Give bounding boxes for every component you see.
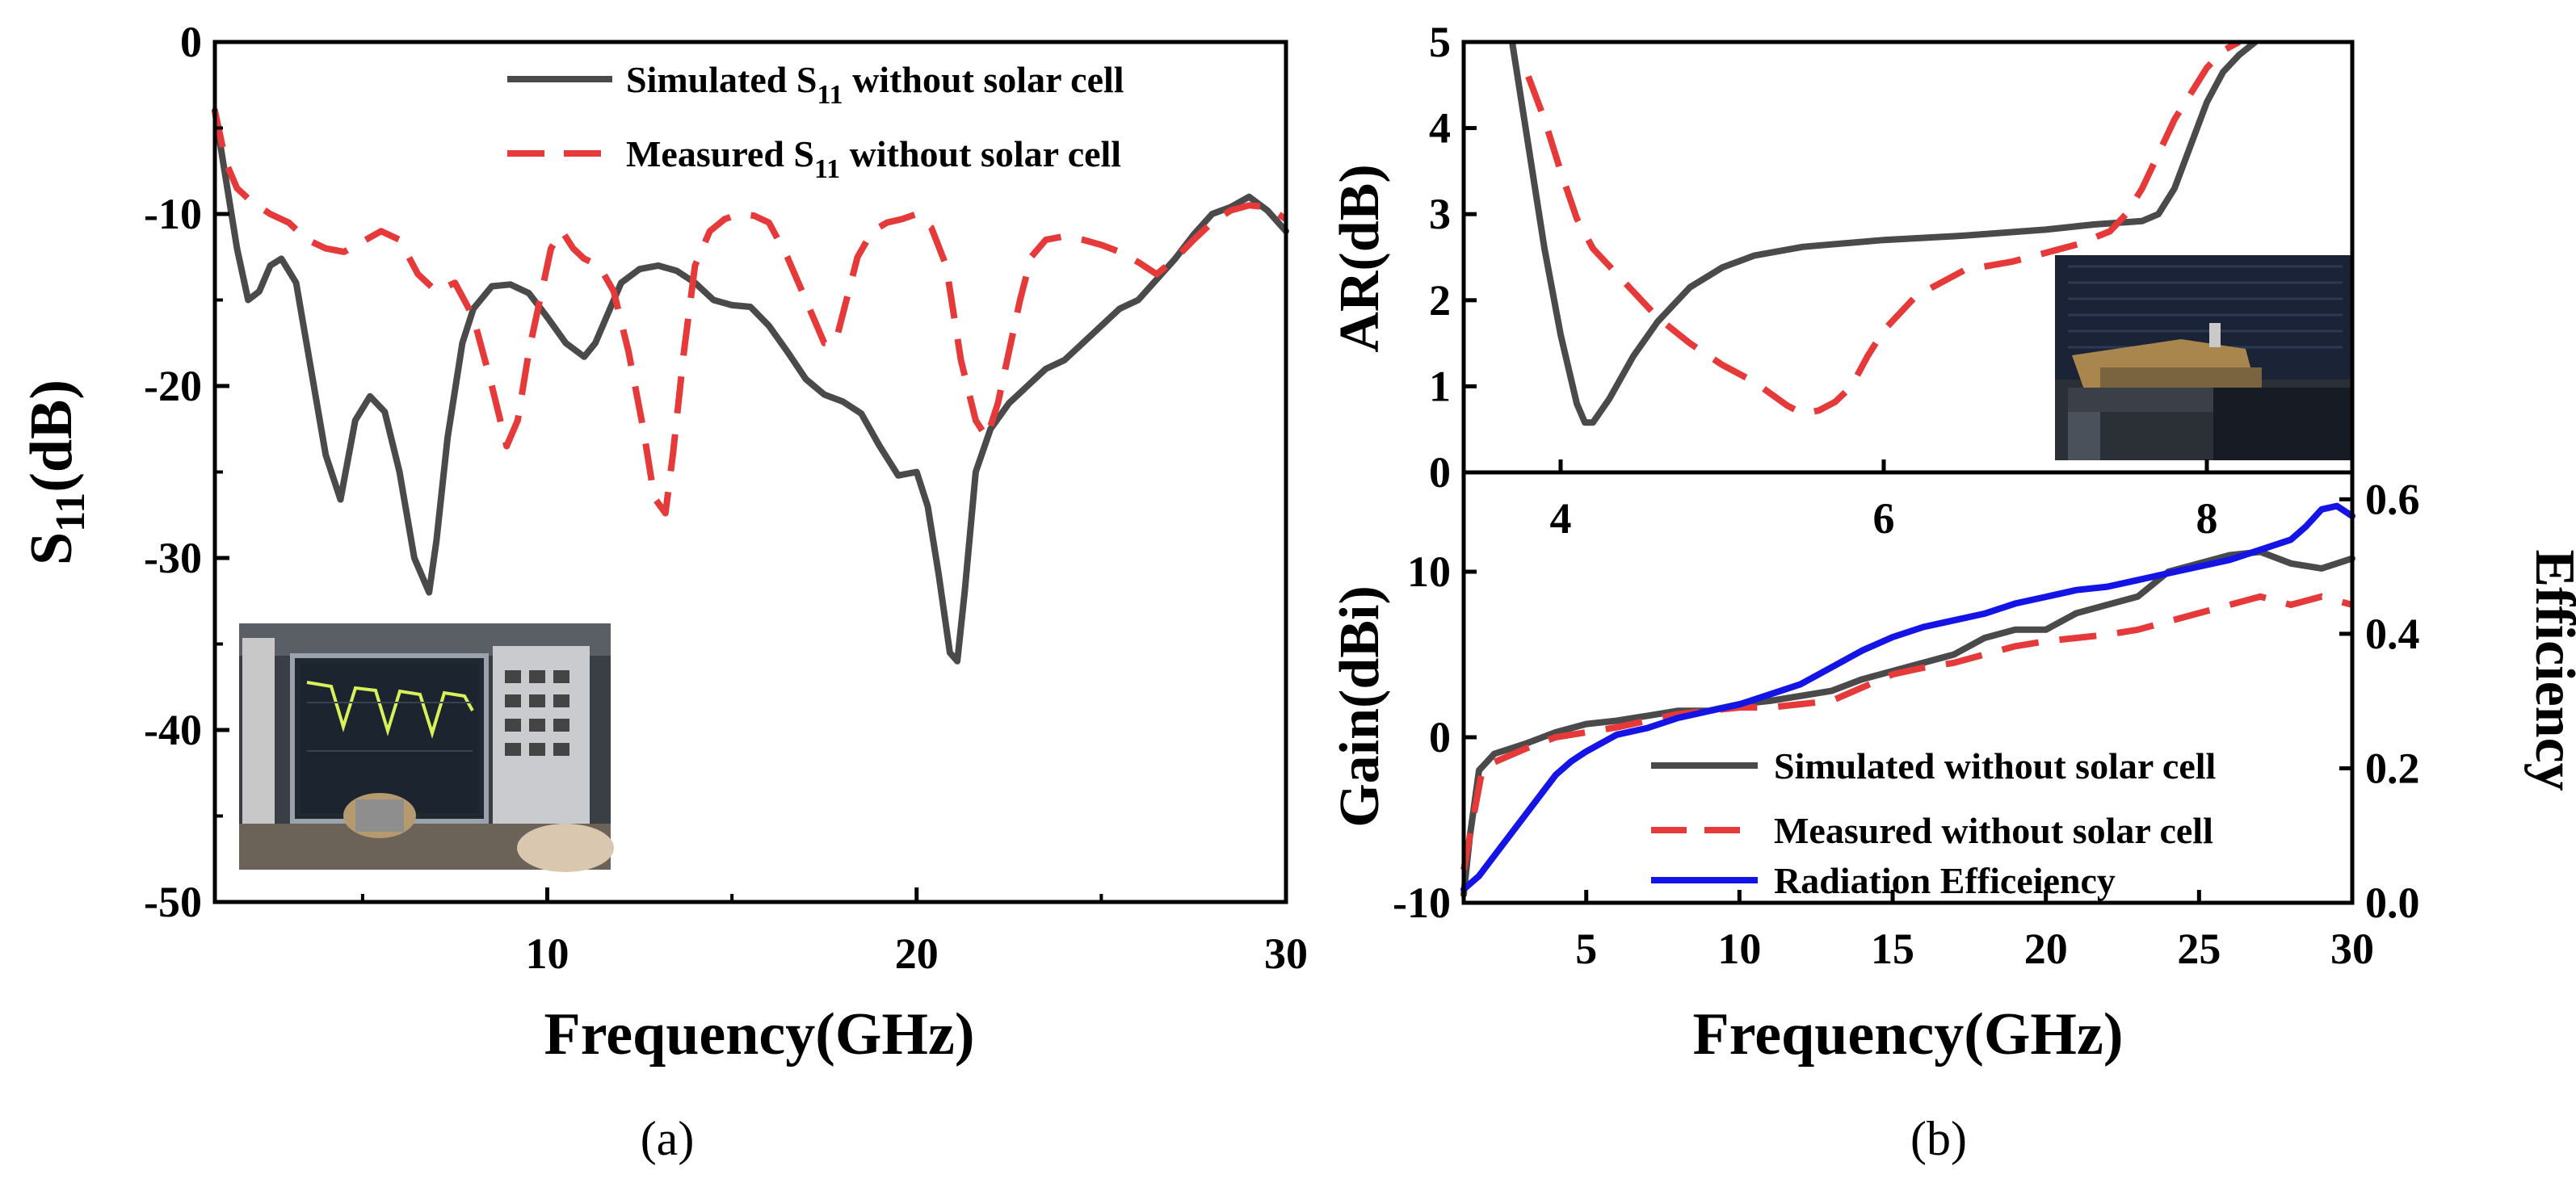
s11-ytick-label: -50	[144, 878, 202, 926]
s11-chart: 0 -10 -20 -30 -40 -50 10 20 30 Simulated S11 wit…	[19, 18, 1308, 1165]
gain-xtick-label: 15	[1871, 925, 1914, 973]
efficiency-ytick-label: 0.6	[2365, 475, 2420, 523]
gain-xtick-label: 25	[2177, 925, 2221, 973]
gain-xtick-label: 10	[1717, 925, 1761, 973]
s11-ytick-label: -20	[144, 362, 202, 410]
ar-xtick-label: 4	[1550, 494, 1572, 543]
gain-xtick-label: 20	[2024, 925, 2068, 973]
efficiency-ytick-label: 0.0	[2365, 879, 2420, 927]
ar-series-0	[1509, 42, 2259, 426]
s11-ylabel: S11(dB)	[19, 380, 94, 565]
gain-legend: Simulated without solar cell Measured wi…	[1651, 745, 2216, 901]
chamber-photo-inset	[2055, 255, 2352, 460]
legend-label-efficiency: Radiation Efficeiency	[1774, 860, 2116, 901]
ar-ytick-label: 4	[1429, 104, 1451, 153]
gain-xlabel: Frequency(GHz)	[1693, 1001, 2124, 1068]
s11-ytick-label: -30	[144, 534, 202, 582]
caption-a: (a)	[641, 1112, 695, 1165]
s11-xtick-label: 20	[895, 929, 939, 978]
vna-photo-inset	[239, 623, 614, 872]
gain-ytick-label: 10	[1407, 547, 1451, 596]
ar-xtick-label: 8	[2196, 494, 2218, 543]
efficiency-ytick-label: 0.4	[2365, 610, 2420, 658]
s11-ytick-label: 0	[180, 18, 202, 66]
ar-xtick-label: 6	[1873, 494, 1895, 543]
s11-xtick-label: 30	[1264, 929, 1308, 978]
gain-xtick-label: 30	[2330, 925, 2374, 973]
legend-label-measured: Measured S11 without solar cell	[626, 133, 1121, 184]
legend-label-simulated-gain: Simulated without solar cell	[1774, 745, 2216, 787]
ar-ytick-label: 2	[1429, 276, 1451, 325]
ar-ytick-label: 1	[1429, 362, 1451, 410]
gain-series-2	[1460, 502, 2355, 893]
gain-ytick-label: 0	[1429, 713, 1451, 761]
caption-b: (b)	[1910, 1112, 1967, 1165]
efficiency-ytick-label: 0.2	[2365, 744, 2420, 792]
ar-chart: 0 1 2 3 4 5 4 6 8 AR(dB)	[1329, 18, 2355, 543]
ar-series-1	[1525, 42, 2241, 417]
s11-ytick-label: -10	[144, 190, 202, 238]
legend-label-simulated: Simulated S11 without solar cell	[626, 59, 1124, 110]
ar-ytick-label: 0	[1429, 448, 1451, 497]
efficiency-ylabel: Efficiency	[2523, 549, 2576, 791]
gain-series-1	[1460, 593, 2354, 870]
s11-series-1	[212, 110, 1288, 517]
gain-xtick-label: 5	[1575, 925, 1597, 973]
gain-ytick-label: -10	[1393, 879, 1451, 927]
gain-ylabel: Gain(dBi)	[1329, 585, 1391, 828]
legend-label-measured-gain: Measured without solar cell	[1774, 810, 2213, 851]
ar-ytick-label: 5	[1429, 18, 1451, 66]
ar-ylabel: AR(dB)	[1329, 164, 1391, 352]
s11-xlabel: Frequency(GHz)	[544, 1001, 975, 1068]
s11-ytick-label: -40	[144, 706, 202, 754]
s11-legend: Simulated S11 without solar cell Measure…	[507, 59, 1124, 184]
s11-series-0	[212, 107, 1289, 665]
s11-xtick-label: 10	[526, 929, 569, 978]
gain-efficiency-chart: 10 0 -10 0.0 0.2 0.4 0.6 5 10 15 20 25 30 Simulated …	[1329, 470, 2576, 1165]
ar-ytick-label: 3	[1429, 190, 1451, 238]
